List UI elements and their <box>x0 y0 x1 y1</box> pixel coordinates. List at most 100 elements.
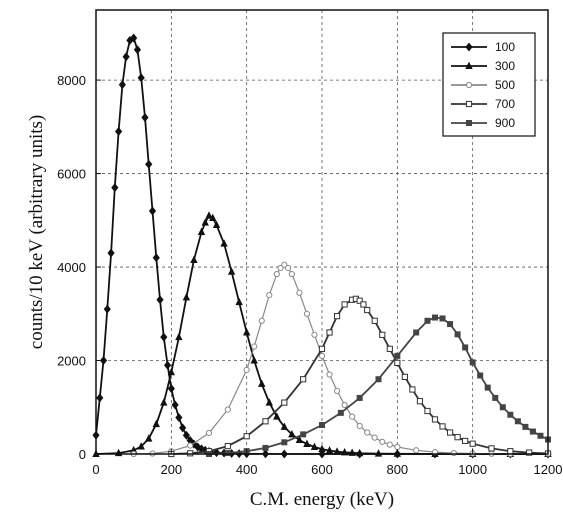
data-point-700 <box>454 434 461 441</box>
data-point-300 <box>212 220 221 228</box>
data-point-500 <box>364 429 371 436</box>
data-point-700 <box>364 306 371 314</box>
data-point-500 <box>277 264 284 272</box>
data-point-900 <box>522 423 529 430</box>
series-700 <box>168 295 552 458</box>
data-point-100 <box>171 400 179 410</box>
data-point-100 <box>145 159 153 169</box>
legend-label-300: 300 <box>495 59 515 73</box>
data-point-900 <box>454 331 461 338</box>
x-axis-ticks: 0 200 400 600 800 1000 1200 <box>92 449 562 477</box>
data-point-700 <box>469 440 476 447</box>
data-point-900 <box>492 394 499 401</box>
data-point-900 <box>337 409 344 416</box>
data-point-300 <box>190 255 198 264</box>
data-point-300 <box>220 239 228 247</box>
grid-lines <box>96 10 548 454</box>
data-point-900 <box>300 431 307 438</box>
y-axis-ticks: 0 2000 4000 6000 8000 <box>57 73 101 462</box>
data-point-700 <box>401 373 408 380</box>
data-point-500 <box>281 261 288 268</box>
legend-marker-500 <box>465 81 473 89</box>
y-tick-label: 0 <box>79 447 86 462</box>
data-point-100 <box>148 206 157 216</box>
data-point-300 <box>201 218 209 226</box>
data-point-700 <box>326 329 333 336</box>
data-point-300 <box>235 297 243 306</box>
data-point-700 <box>526 449 533 456</box>
x-tick-label: 1000 <box>458 462 487 477</box>
data-point-500 <box>251 343 258 350</box>
data-point-700 <box>416 398 424 405</box>
data-point-300 <box>227 267 236 275</box>
data-point-100 <box>103 304 111 314</box>
legend-label-100: 100 <box>495 40 515 54</box>
data-point-700 <box>371 317 378 324</box>
data-point-500 <box>311 331 318 338</box>
data-point-700 <box>360 301 367 308</box>
data-point-300 <box>273 412 281 420</box>
data-point-500 <box>349 413 356 420</box>
data-point-300 <box>145 434 153 442</box>
legend-label-500: 500 <box>495 78 515 92</box>
data-point-300 <box>197 227 206 235</box>
legend-marker-700 <box>465 100 473 108</box>
data-point-700 <box>462 437 469 445</box>
data-point-100 <box>179 423 187 433</box>
data-point-700 <box>439 423 446 430</box>
data-point-300 <box>167 367 176 376</box>
data-point-700 <box>300 376 307 383</box>
data-point-900 <box>439 315 446 322</box>
data-point-500 <box>413 447 420 454</box>
data-point-900 <box>424 317 431 324</box>
data-point-900 <box>281 439 288 446</box>
data-point-700 <box>224 442 231 450</box>
data-point-500 <box>303 310 311 317</box>
data-point-900 <box>514 418 521 425</box>
data-point-900 <box>484 384 491 391</box>
data-point-300 <box>205 211 213 219</box>
y-tick-label: 4000 <box>57 260 86 275</box>
data-point-300 <box>258 379 266 387</box>
data-point-300 <box>242 328 251 336</box>
data-point-100 <box>99 356 108 366</box>
legend-label-700: 700 <box>495 97 515 111</box>
data-point-300 <box>137 442 145 450</box>
data-point-900 <box>529 428 536 435</box>
data-point-500 <box>394 443 401 451</box>
data-point-500 <box>341 401 348 409</box>
data-point-500 <box>326 371 333 378</box>
data-point-300 <box>295 435 304 443</box>
data-point-500 <box>187 442 194 449</box>
data-point-300 <box>152 419 160 428</box>
data-point-100 <box>167 384 175 394</box>
data-point-900 <box>507 411 514 418</box>
data-point-700 <box>356 297 363 304</box>
data-point-500 <box>273 270 280 278</box>
data-point-500 <box>266 291 273 299</box>
data-point-300 <box>288 429 296 438</box>
x-tick-label: 1200 <box>534 462 563 477</box>
data-point-500 <box>386 441 393 448</box>
data-point-100 <box>152 253 160 263</box>
data-point-300 <box>310 442 319 450</box>
data-point-700 <box>409 386 416 393</box>
data-point-500 <box>205 429 213 437</box>
series-line-500 <box>133 263 549 455</box>
data-point-100 <box>96 393 104 403</box>
data-point-700 <box>431 416 439 423</box>
data-point-300 <box>325 446 334 454</box>
data-point-700 <box>424 407 431 415</box>
data-point-100 <box>130 33 138 43</box>
data-point-300 <box>280 422 289 430</box>
data-point-700 <box>379 331 386 338</box>
data-point-700 <box>394 359 401 366</box>
data-point-300 <box>209 213 217 221</box>
data-point-700 <box>243 433 250 440</box>
series-line-700 <box>171 297 549 455</box>
data-point-500 <box>371 434 378 441</box>
series-500 <box>130 261 552 458</box>
data-point-100 <box>141 113 149 122</box>
data-point-100 <box>182 430 190 440</box>
